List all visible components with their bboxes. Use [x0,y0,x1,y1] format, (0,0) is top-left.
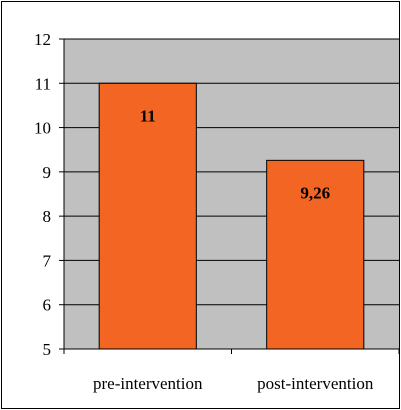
labels: 5 6 7 8 9 10 11 12 11 pre-intervention 9,26 post-in… [34,30,374,393]
y-tick-label: 9 [43,163,52,182]
data-label: 11 [140,106,156,125]
bar-post-intervention [266,159,365,350]
axes [59,38,400,354]
y-tick-label: 7 [43,251,52,270]
y-tick-label: 12 [34,30,51,49]
y-tick-label: 10 [34,119,51,138]
data-label: 9,26 [300,183,330,202]
y-tick-label: 11 [35,74,51,93]
y-tick-label: 6 [43,296,52,315]
x-category-label: post-intervention [257,374,374,393]
x-category-label: pre-intervention [93,374,203,393]
y-tick-label: 8 [43,207,52,226]
y-tick-label: 5 [43,340,52,359]
bar-pre-intervention [98,82,197,350]
bars [98,82,365,350]
